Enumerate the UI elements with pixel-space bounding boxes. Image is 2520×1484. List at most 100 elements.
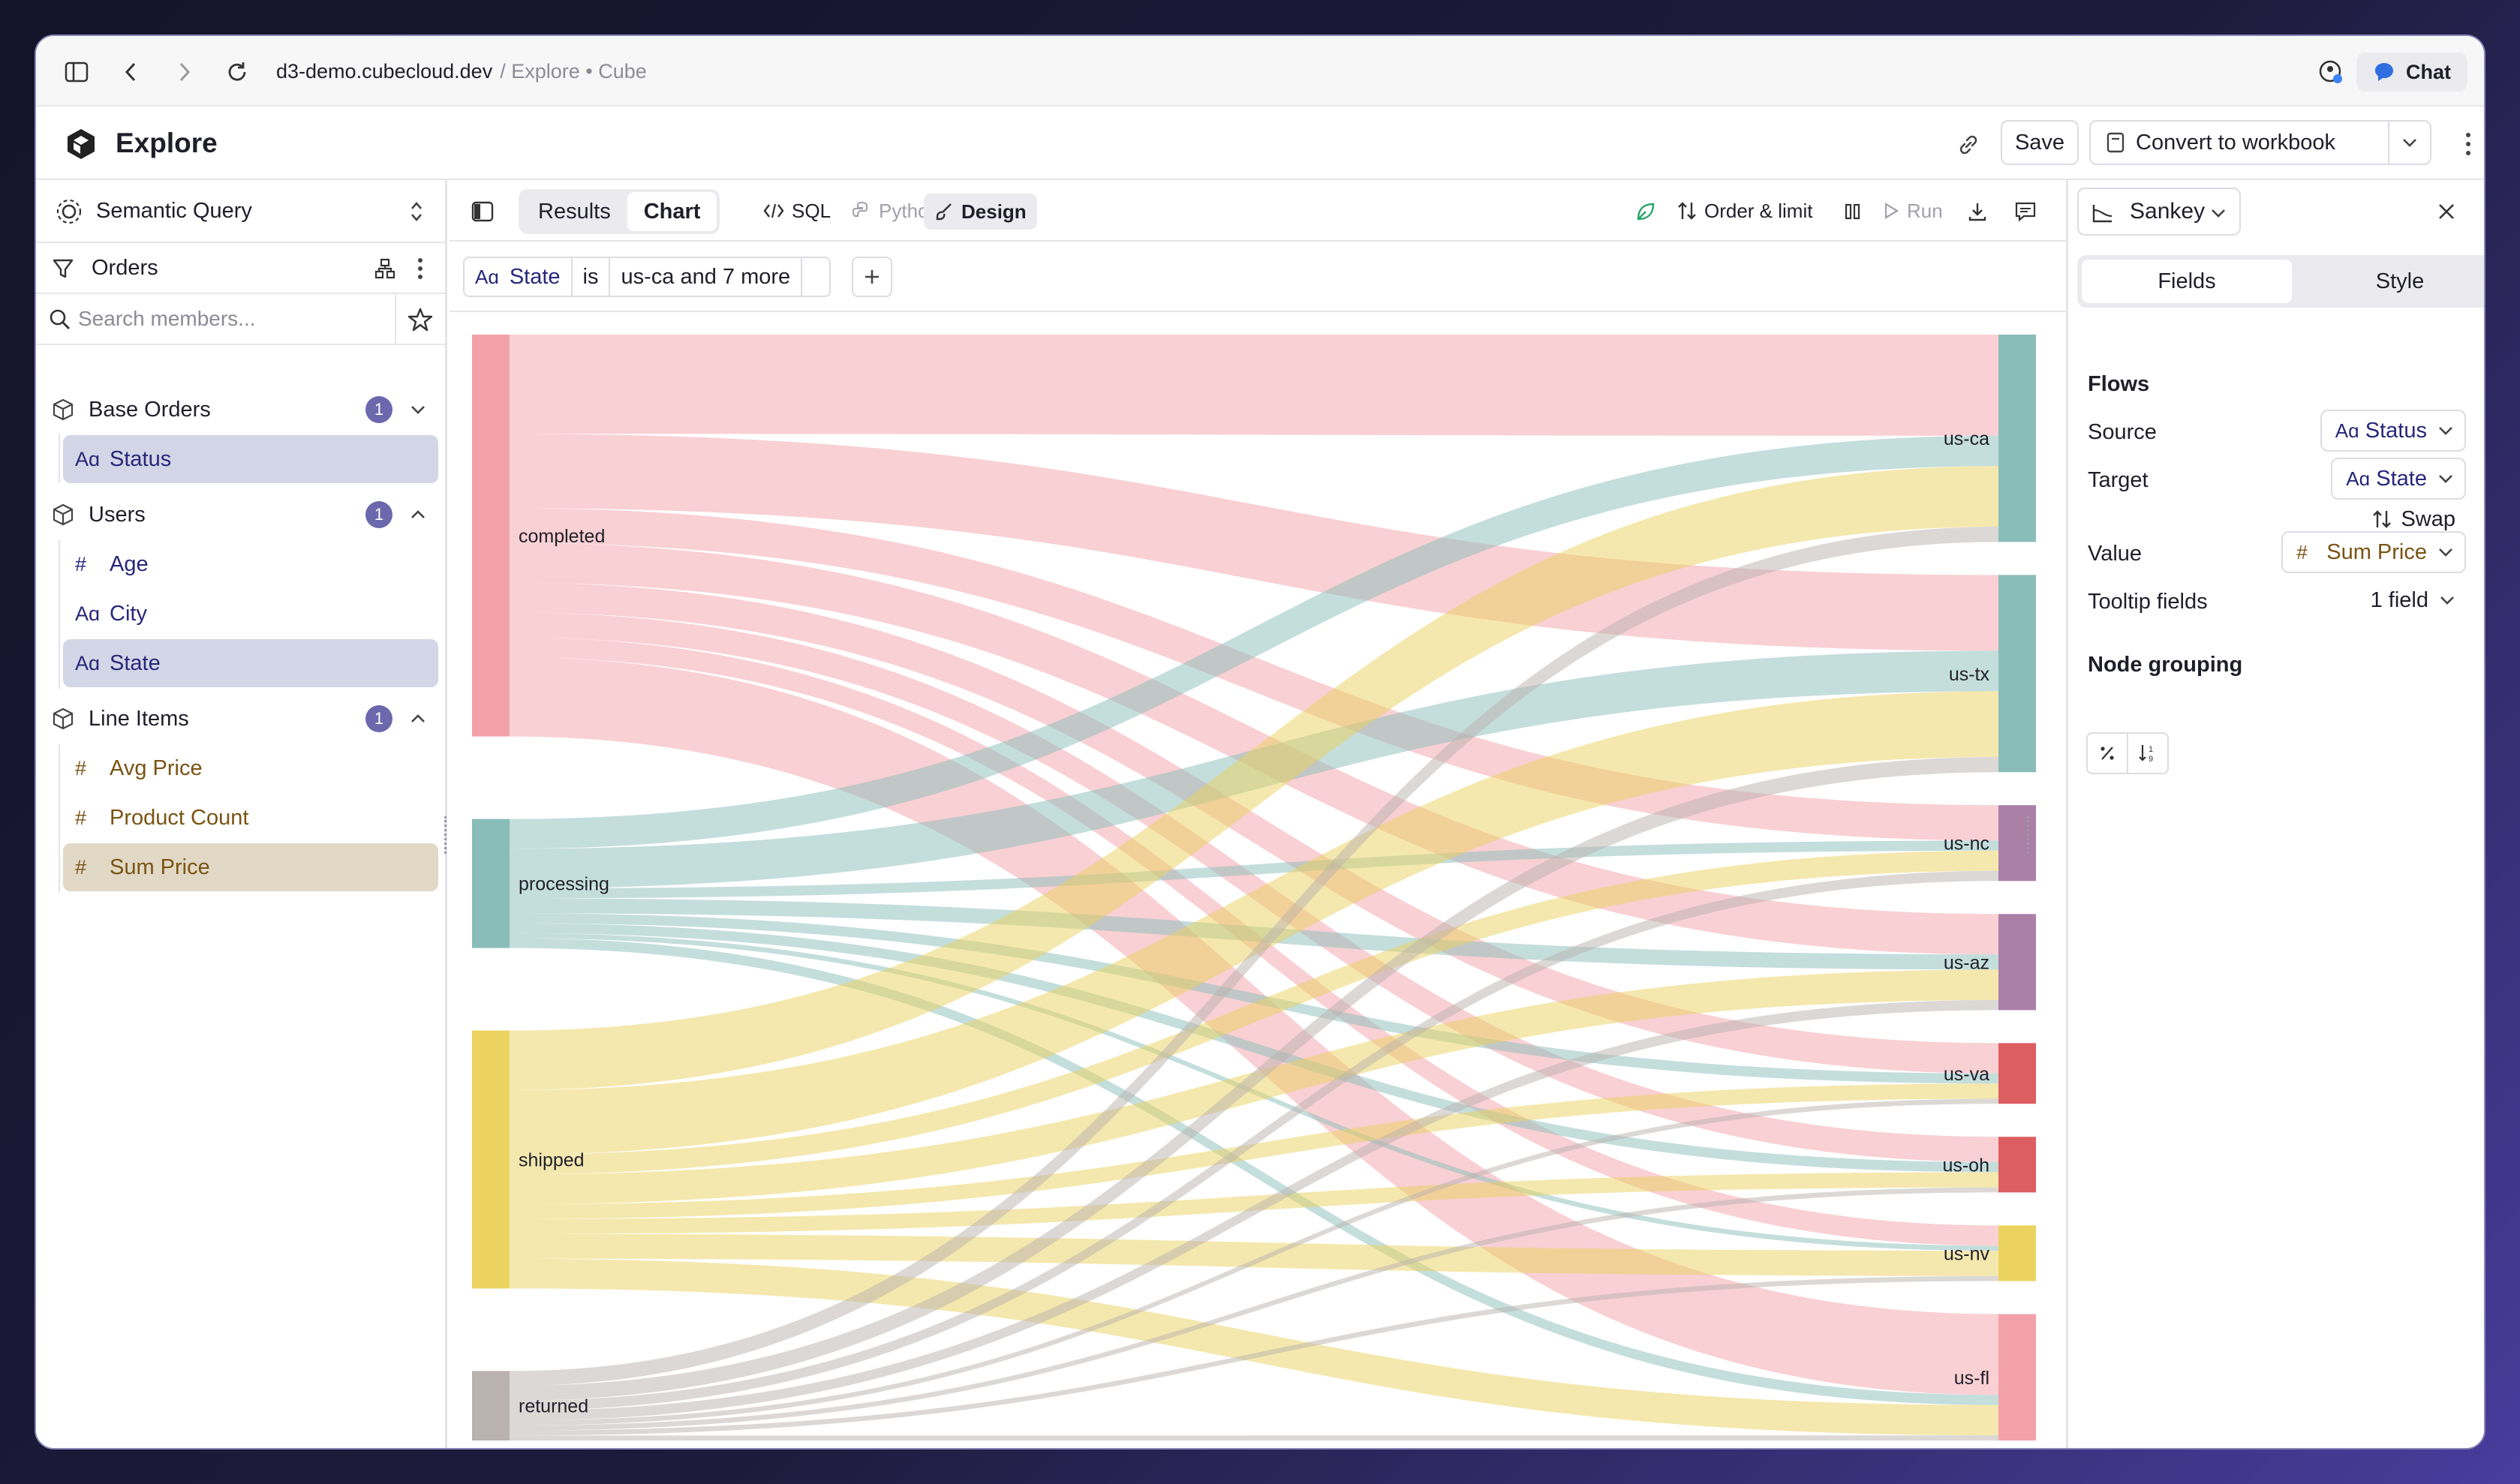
- search-input[interactable]: [78, 302, 378, 336]
- sankey-link[interactable]: [510, 850, 1998, 1175]
- cube-more-icon[interactable]: [409, 254, 432, 284]
- design-button[interactable]: Design: [924, 194, 1037, 230]
- sankey-node[interactable]: [1998, 1043, 2036, 1104]
- download-icon[interactable]: [1962, 197, 1992, 227]
- tab-fields[interactable]: Fields: [2082, 260, 2292, 303]
- sidebar-toggle-icon[interactable]: [60, 56, 93, 89]
- group-users[interactable]: Users 1: [36, 491, 445, 539]
- columns-icon[interactable]: [1838, 197, 1868, 227]
- sankey-link[interactable]: [510, 582, 1998, 1074]
- cube-header[interactable]: Orders: [36, 243, 445, 294]
- member-status[interactable]: Aɑ Status: [63, 435, 438, 483]
- cube-icon: [50, 705, 77, 732]
- sankey-link[interactable]: [510, 1233, 1998, 1276]
- sankey-node[interactable]: [1998, 1225, 2036, 1281]
- sankey-node[interactable]: [1998, 575, 2036, 773]
- tab-sql[interactable]: SQL: [763, 180, 831, 242]
- filter-value[interactable]: us-ca and 7 more: [610, 258, 803, 296]
- sankey-link[interactable]: [510, 913, 1998, 1084]
- tooltip-fields-dropdown[interactable]: 1 field: [2371, 579, 2466, 621]
- star-icon[interactable]: [404, 303, 437, 336]
- save-button[interactable]: Save: [2001, 120, 2079, 165]
- sankey-link[interactable]: [510, 656, 1998, 1395]
- sankey-link[interactable]: [510, 923, 1998, 1173]
- sankey-node[interactable]: [1998, 1314, 2036, 1440]
- value-dropdown[interactable]: # Sum Price: [2281, 531, 2466, 573]
- member-age[interactable]: # Age: [63, 540, 438, 588]
- tab-results[interactable]: Results: [538, 199, 611, 224]
- sankey-link[interactable]: [510, 1275, 1998, 1436]
- comment-icon[interactable]: [2010, 197, 2040, 227]
- privacy-shield-icon[interactable]: [2317, 59, 2344, 86]
- sidebar-resize-handle[interactable]: [444, 816, 447, 854]
- member-label: Age: [110, 551, 149, 576]
- sankey-link[interactable]: [510, 1187, 1998, 1431]
- target-dropdown[interactable]: Aɑ State: [2331, 458, 2466, 500]
- convert-options-button[interactable]: [2388, 120, 2431, 165]
- filter-pill[interactable]: Aɑ State is us-ca and 7 more: [463, 257, 831, 297]
- sankey-node[interactable]: [472, 335, 510, 737]
- reload-icon[interactable]: [221, 56, 254, 89]
- sankey-link[interactable]: [510, 1435, 1998, 1440]
- run-button[interactable]: Run: [1883, 180, 1943, 242]
- group-line-items[interactable]: Line Items 1: [36, 695, 445, 743]
- filter-operator[interactable]: is: [573, 258, 611, 296]
- sankey-node[interactable]: [472, 1030, 510, 1289]
- sankey-link[interactable]: [510, 1258, 1998, 1436]
- sankey-link[interactable]: [510, 335, 1998, 436]
- leaf-icon[interactable]: [1631, 197, 1661, 227]
- group-percent-button[interactable]: [2086, 732, 2128, 774]
- sankey-node[interactable]: [472, 1371, 510, 1440]
- add-filter-button[interactable]: [852, 257, 892, 297]
- source-dropdown[interactable]: Aɑ Status: [2320, 410, 2466, 452]
- panel-resize-handle[interactable]: [2027, 816, 2030, 854]
- member-state[interactable]: Aɑ State: [63, 639, 438, 687]
- sankey-node[interactable]: [1998, 914, 2036, 1011]
- sankey-link[interactable]: [510, 527, 1998, 1386]
- tab-style[interactable]: Style: [2375, 269, 2425, 293]
- sankey-link[interactable]: [510, 508, 1998, 841]
- sankey-node[interactable]: [1998, 335, 2036, 542]
- sankey-link[interactable]: [510, 691, 1998, 1155]
- tab-chart[interactable]: Chart: [627, 192, 717, 231]
- group-base-orders[interactable]: Base Orders 1: [36, 386, 445, 434]
- link-icon[interactable]: [1948, 125, 1989, 165]
- sankey-node[interactable]: [472, 819, 510, 948]
- sankey-link[interactable]: [510, 435, 1998, 849]
- sankey-link[interactable]: [510, 1098, 1998, 1426]
- sankey-link[interactable]: [510, 938, 1998, 1405]
- swap-button[interactable]: Swap: [2372, 500, 2455, 539]
- convert-to-workbook-button[interactable]: Convert to workbook: [2089, 120, 2389, 165]
- sankey-link[interactable]: [510, 434, 1998, 651]
- sankey-link[interactable]: [510, 612, 1998, 1162]
- back-icon[interactable]: [114, 56, 147, 89]
- close-icon[interactable]: [2431, 197, 2461, 227]
- filter-more-icon[interactable]: [802, 258, 829, 296]
- sankey-link[interactable]: [510, 1083, 1998, 1219]
- sankey-link[interactable]: [510, 840, 1998, 899]
- chart-type-selector[interactable]: Sankey: [2077, 188, 2241, 236]
- sankey-link[interactable]: [510, 969, 1998, 1205]
- sankey-link[interactable]: [510, 1172, 1998, 1234]
- more-menu-icon[interactable]: [2457, 126, 2479, 162]
- order-limit-button[interactable]: Order & limit: [1677, 180, 1812, 242]
- chat-button[interactable]: Chat: [2356, 53, 2467, 92]
- sankey-link[interactable]: [510, 466, 1998, 1090]
- forward-icon[interactable]: [168, 56, 201, 89]
- member-city[interactable]: Aɑ City: [63, 590, 438, 638]
- address-bar[interactable]: d3-demo.cubecloud.dev / Explore • Cube: [276, 36, 647, 107]
- hierarchy-icon[interactable]: [370, 254, 400, 284]
- member-product-count[interactable]: # Product Count: [63, 794, 438, 842]
- panel-toggle-icon[interactable]: [466, 195, 499, 228]
- sankey-node[interactable]: [1998, 805, 2036, 882]
- sankey-node[interactable]: [1998, 1137, 2036, 1193]
- sankey-link[interactable]: [510, 870, 1998, 1411]
- sankey-link[interactable]: [510, 756, 1998, 1401]
- member-avg-price[interactable]: # Avg Price: [63, 744, 438, 792]
- member-sum-price[interactable]: # Sum Price: [63, 843, 438, 891]
- filter-member[interactable]: Aɑ State: [465, 258, 573, 296]
- query-type-label: Semantic Query: [96, 198, 252, 223]
- sankey-link[interactable]: [510, 999, 1998, 1421]
- query-type-selector[interactable]: Semantic Query: [36, 180, 445, 243]
